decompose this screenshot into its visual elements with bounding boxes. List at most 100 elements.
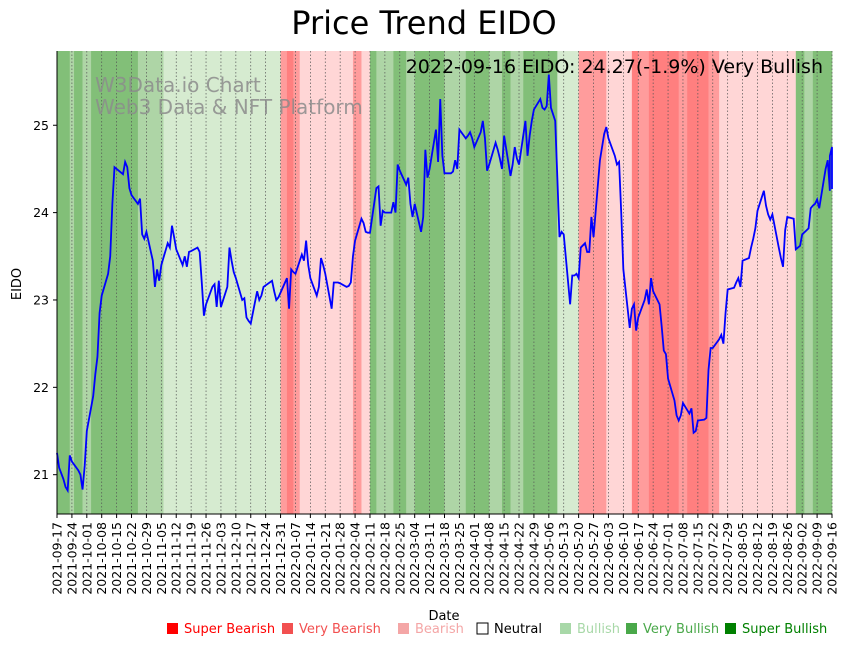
x-tick-label-9: 2021-11-19 xyxy=(184,522,199,595)
x-tick-label-6: 2021-10-29 xyxy=(139,522,154,595)
x-tick-label-49: 2022-08-26 xyxy=(780,522,795,595)
regime-band-16 xyxy=(406,51,415,514)
legend-swatch-1 xyxy=(282,623,293,634)
regime-band-26 xyxy=(606,51,633,514)
x-tick-label-0: 2021-09-17 xyxy=(50,522,65,595)
legend-label-5: Very Bullish xyxy=(643,622,719,637)
legend-swatch-5 xyxy=(626,623,637,634)
x-tick-label-18: 2022-01-21 xyxy=(318,522,333,595)
regime-bands xyxy=(57,51,833,514)
legend-swatch-4 xyxy=(560,623,571,634)
legend-label-3: Neutral xyxy=(494,622,542,637)
legend-swatch-6 xyxy=(725,623,736,634)
x-grid xyxy=(56,51,833,514)
y-tick-label-2: 23 xyxy=(33,292,49,307)
y-axis-label: EIDO xyxy=(10,268,25,300)
x-tick-label-21: 2022-02-11 xyxy=(362,522,377,595)
legend-label-6: Super Bullish xyxy=(742,622,827,637)
regime-band-19 xyxy=(465,51,490,514)
watermark-line-2: Web3 Data & NFT Platform xyxy=(95,95,363,119)
legend-swatch-2 xyxy=(398,623,409,634)
x-tick-label-40: 2022-06-24 xyxy=(646,522,661,595)
x-tick-label-34: 2022-05-13 xyxy=(556,522,571,595)
x-tick-label-50: 2022-09-02 xyxy=(795,522,810,595)
x-tick-label-8: 2021-11-12 xyxy=(169,522,184,595)
x-tick-label-5: 2021-10-22 xyxy=(124,522,139,595)
regime-band-35 xyxy=(804,51,814,514)
price-annotation: 2022-09-16 EIDO: 24.27(-1.9%) Very Bulli… xyxy=(406,56,823,78)
x-tick-label-16: 2022-01-07 xyxy=(288,522,303,595)
x-tick-label-23: 2022-02-25 xyxy=(392,522,407,595)
regime-band-9 xyxy=(293,51,301,514)
x-tick-label-13: 2021-12-17 xyxy=(243,522,258,595)
x-axis-label: Date xyxy=(428,609,459,624)
x-tick-label-19: 2022-01-28 xyxy=(333,522,348,595)
x-tick-label-42: 2022-07-08 xyxy=(675,522,690,595)
x-tick-label-38: 2022-06-10 xyxy=(616,522,631,595)
regime-band-25 xyxy=(578,51,607,514)
x-tick-label-11: 2021-12-03 xyxy=(213,522,228,595)
regime-band-29 xyxy=(648,51,680,514)
x-tick-label-29: 2022-04-08 xyxy=(482,522,497,595)
regime-band-18 xyxy=(444,51,467,514)
regime-band-27 xyxy=(631,51,639,514)
regime-band-12 xyxy=(361,51,371,514)
regime-band-34 xyxy=(795,51,805,514)
x-tick-label-14: 2021-12-24 xyxy=(258,522,273,595)
x-tick-label-22: 2022-02-18 xyxy=(377,522,392,595)
x-tick-label-43: 2022-07-15 xyxy=(690,522,705,595)
x-tick-label-3: 2021-10-08 xyxy=(94,522,109,595)
x-tick-label-36: 2022-05-27 xyxy=(586,522,601,595)
chart-title: Price Trend EIDO xyxy=(291,4,557,42)
regime-band-36 xyxy=(812,51,833,514)
y-tick-label-4: 25 xyxy=(33,118,49,133)
legend: Super Bearish Very Bearish Bearish Neutral B… xyxy=(167,622,827,637)
x-tick-label-7: 2021-11-05 xyxy=(154,522,169,595)
x-tick-label-27: 2022-03-25 xyxy=(452,522,467,595)
regime-band-20 xyxy=(489,51,503,514)
x-tick-label-44: 2022-07-22 xyxy=(705,522,720,595)
x-tick-label-46: 2022-08-05 xyxy=(735,522,750,595)
x-tick-label-10: 2021-11-26 xyxy=(199,522,214,595)
y-ticks: 21 22 23 24 25 xyxy=(33,118,57,482)
x-tick-label-26: 2022-03-18 xyxy=(437,522,452,595)
regime-band-11 xyxy=(352,51,362,514)
y-tick-label-1: 22 xyxy=(33,380,49,395)
regime-band-28 xyxy=(638,51,650,514)
y-tick-label-0: 21 xyxy=(33,467,49,482)
x-tick-label-15: 2021-12-31 xyxy=(273,522,288,595)
x-tick-label-25: 2022-03-11 xyxy=(422,522,437,595)
regime-band-21 xyxy=(501,51,511,514)
regime-band-0 xyxy=(57,51,71,514)
legend-label-1: Very Bearish xyxy=(299,622,381,637)
x-tick-label-32: 2022-04-29 xyxy=(526,522,541,595)
x-tick-label-1: 2021-09-24 xyxy=(64,522,79,595)
legend-swatch-3 xyxy=(476,622,489,635)
x-tick-label-37: 2022-06-03 xyxy=(601,522,616,595)
x-tick-label-30: 2022-04-15 xyxy=(497,522,512,595)
regime-band-23 xyxy=(523,51,558,514)
regime-band-2 xyxy=(74,51,83,514)
regime-band-13 xyxy=(369,51,377,514)
regime-band-6 xyxy=(163,51,281,514)
x-tick-label-33: 2022-05-06 xyxy=(541,522,556,595)
x-tick-label-35: 2022-05-20 xyxy=(571,522,586,595)
regime-band-32 xyxy=(708,51,720,514)
x-tick-label-20: 2022-02-04 xyxy=(348,522,363,595)
legend-label-4: Bullish xyxy=(577,622,620,637)
x-tick-label-28: 2022-04-01 xyxy=(467,522,482,595)
regime-band-5 xyxy=(137,51,164,514)
regime-band-7 xyxy=(280,51,288,514)
y-tick-label-3: 24 xyxy=(33,205,49,220)
legend-label-2: Bearish xyxy=(415,622,464,637)
x-tick-label-2: 2021-10-01 xyxy=(79,522,94,595)
x-tick-label-51: 2022-09-09 xyxy=(810,522,825,595)
x-ticks: 2021-09-17 2021-09-24 2021-10-01 2021-10-08… xyxy=(50,514,840,595)
watermark-line-1: W3Data.io Chart xyxy=(95,73,261,97)
x-tick-label-48: 2022-08-19 xyxy=(765,522,780,595)
x-tick-label-4: 2021-10-15 xyxy=(109,522,124,595)
legend-label-0: Super Bearish xyxy=(184,622,275,637)
x-tick-label-39: 2022-06-17 xyxy=(631,522,646,595)
x-tick-label-47: 2022-08-12 xyxy=(750,522,765,595)
